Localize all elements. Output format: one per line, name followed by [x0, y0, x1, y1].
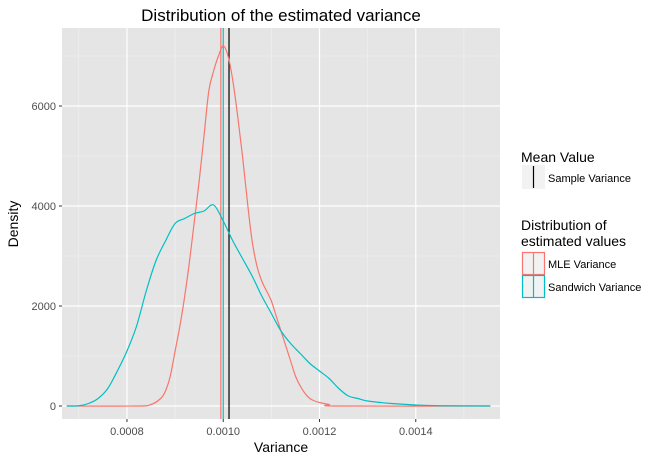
chart-title: Distribution of the estimated variance: [141, 6, 421, 25]
legend-title-mean: Mean Value: [521, 149, 595, 165]
x-axis-ticks: 0.0008 0.0010 0.0012 0.0014: [110, 419, 433, 438]
y-tick-label: 4000: [32, 201, 56, 213]
y-tick-label: 0: [50, 401, 56, 413]
x-tick-label: 0.0014: [399, 426, 433, 438]
y-axis-ticks: 0 2000 4000 6000: [32, 101, 62, 413]
legend: Mean Value Sample Variance Distribution …: [521, 149, 641, 299]
density-curves: [66, 45, 491, 407]
legend-label-mle-variance: MLE Variance: [548, 259, 616, 271]
legend-item-sample-variance: Sample Variance: [522, 165, 631, 189]
curve-mle-variance: [66, 45, 491, 407]
legend-title-distribution: Distribution of estimated values: [521, 217, 626, 249]
legend-item-mle-variance: MLE Variance: [521, 251, 616, 276]
x-tick-label: 0.0008: [110, 426, 144, 438]
curve-sandwich-variance: [66, 204, 491, 407]
y-axis-title: Density: [5, 201, 21, 248]
y-tick-label: 6000: [32, 101, 56, 113]
legend-title-distribution-line1: Distribution of: [521, 217, 607, 233]
mean-lines: [220, 28, 230, 419]
legend-item-sandwich-variance: Sandwich Variance: [521, 274, 641, 299]
x-axis-title: Variance: [254, 439, 308, 455]
plot-panel: [62, 28, 500, 419]
y-tick-label: 2000: [32, 301, 56, 313]
legend-title-distribution-line2: estimated values: [521, 233, 626, 249]
legend-label-sandwich-variance: Sandwich Variance: [548, 282, 641, 294]
legend-label-sample-variance: Sample Variance: [548, 173, 631, 185]
x-tick-label: 0.0012: [303, 426, 337, 438]
x-tick-label: 0.0010: [206, 426, 240, 438]
